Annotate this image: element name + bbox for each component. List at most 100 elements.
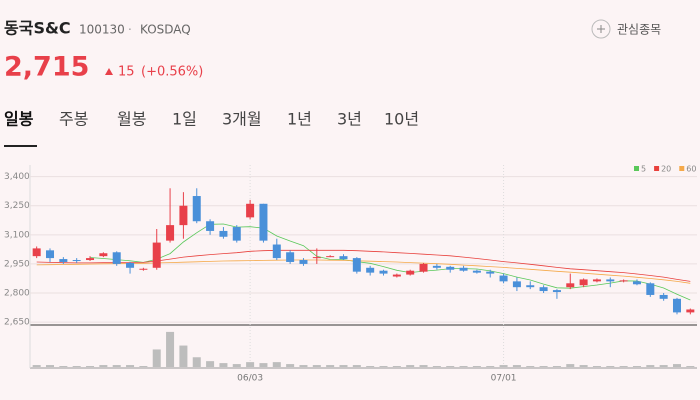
volume-bar	[286, 364, 295, 367]
candle-body	[419, 263, 428, 272]
volume-bar	[232, 364, 241, 367]
volume-bar	[179, 345, 188, 367]
candle-body	[166, 225, 175, 241]
candle-body	[579, 279, 588, 286]
candle-body	[299, 260, 308, 264]
volume-bar	[579, 365, 588, 367]
watchlist-button[interactable]: 관심종목	[591, 19, 661, 39]
volume-bar	[299, 365, 308, 367]
volume-bar	[86, 366, 95, 367]
candle-body	[126, 262, 135, 268]
price: 2,715	[4, 52, 89, 83]
candle-body	[379, 270, 388, 274]
volume-bar	[246, 362, 255, 367]
candle-body	[686, 309, 695, 313]
candle-body	[352, 258, 361, 272]
tab[interactable]: 3개월	[222, 110, 262, 129]
volume-bar	[419, 365, 428, 367]
volume-bar	[259, 363, 268, 367]
volume-bar	[139, 366, 148, 367]
tabs: 일봉 주봉 월봉 1일 3개월 1년 3년 10년	[4, 110, 419, 129]
volume-bar	[339, 365, 348, 367]
volume-bar	[192, 357, 201, 367]
candle-body	[592, 279, 601, 282]
volume-bar	[112, 365, 121, 367]
candle-body	[59, 259, 68, 262]
candle-body	[672, 298, 681, 313]
volume-bar	[659, 365, 668, 367]
volume-bar	[472, 366, 481, 367]
volume-bar	[32, 365, 41, 367]
y-tick-label: 2,650	[4, 318, 30, 328]
stock-name: 동국S&C	[4, 19, 71, 38]
x-tick-label: 07/01	[491, 374, 517, 384]
candle-body	[659, 294, 668, 299]
volume-bar	[166, 331, 175, 367]
tab[interactable]: 1일	[172, 110, 197, 129]
volume-bar	[512, 365, 521, 367]
candle-body	[406, 270, 415, 275]
candle-body	[566, 283, 575, 288]
legend-swatch	[679, 166, 685, 171]
candle-body	[32, 248, 41, 257]
candle-body	[552, 290, 561, 293]
y-tick-label: 2,800	[4, 289, 30, 299]
volume-bar	[459, 366, 468, 367]
volume-bar	[272, 362, 281, 367]
candle-body	[179, 205, 188, 226]
volume-bar	[486, 366, 495, 367]
volume-bar	[206, 361, 215, 367]
y-tick-label: 3,250	[4, 201, 30, 211]
volume-bar	[46, 365, 55, 367]
tab[interactable]: 1년	[287, 110, 312, 129]
candle-body	[326, 256, 335, 258]
candle-body	[646, 283, 655, 295]
candle-body	[446, 266, 455, 270]
candle-body	[86, 258, 95, 261]
volume-bar	[219, 363, 228, 367]
change-pct: (+0.56%)	[141, 65, 203, 80]
candle-body	[606, 279, 615, 282]
volume-bar	[72, 366, 81, 367]
candle-body	[259, 203, 268, 241]
volume-bar	[552, 366, 561, 367]
volume-bar	[126, 365, 135, 367]
volume-bar	[406, 365, 415, 367]
volume-bar	[312, 365, 321, 367]
volume-bar	[566, 364, 575, 367]
legend-label: 20	[661, 165, 671, 174]
volume-bar	[152, 349, 161, 367]
plus-sign	[597, 25, 605, 33]
volume-bar	[59, 366, 68, 367]
volume-bar	[392, 366, 401, 367]
stock-code: 100130	[79, 23, 125, 37]
legend-label: 60	[686, 165, 696, 174]
candle-body	[246, 203, 255, 218]
ma-line	[89, 223, 691, 301]
volume-bar	[352, 365, 361, 367]
tab[interactable]: 일봉	[4, 110, 34, 129]
volume-bar	[99, 365, 108, 367]
volume-bar	[379, 366, 388, 367]
volume-bar	[619, 366, 628, 367]
candle-body	[272, 244, 281, 259]
tab[interactable]: 월봉	[117, 110, 146, 129]
candle-body	[499, 275, 508, 282]
y-tick-label: 2,950	[4, 259, 30, 269]
volume-bar	[432, 366, 441, 367]
plus-icon	[591, 19, 611, 39]
tab[interactable]: 10년	[384, 110, 419, 129]
change: 15	[118, 65, 135, 80]
candle-body	[526, 285, 535, 288]
candle-body	[366, 267, 375, 273]
separator: ·	[128, 23, 132, 37]
volume-bar	[326, 365, 335, 367]
candle-body	[232, 227, 241, 241]
ma-line	[36, 249, 691, 282]
tab[interactable]: 3년	[337, 110, 362, 129]
candle-body	[486, 271, 495, 274]
volume-bar	[672, 364, 681, 367]
candle-body	[72, 260, 81, 262]
legend-label: 5	[641, 165, 646, 174]
tab[interactable]: 주봉	[59, 110, 88, 129]
